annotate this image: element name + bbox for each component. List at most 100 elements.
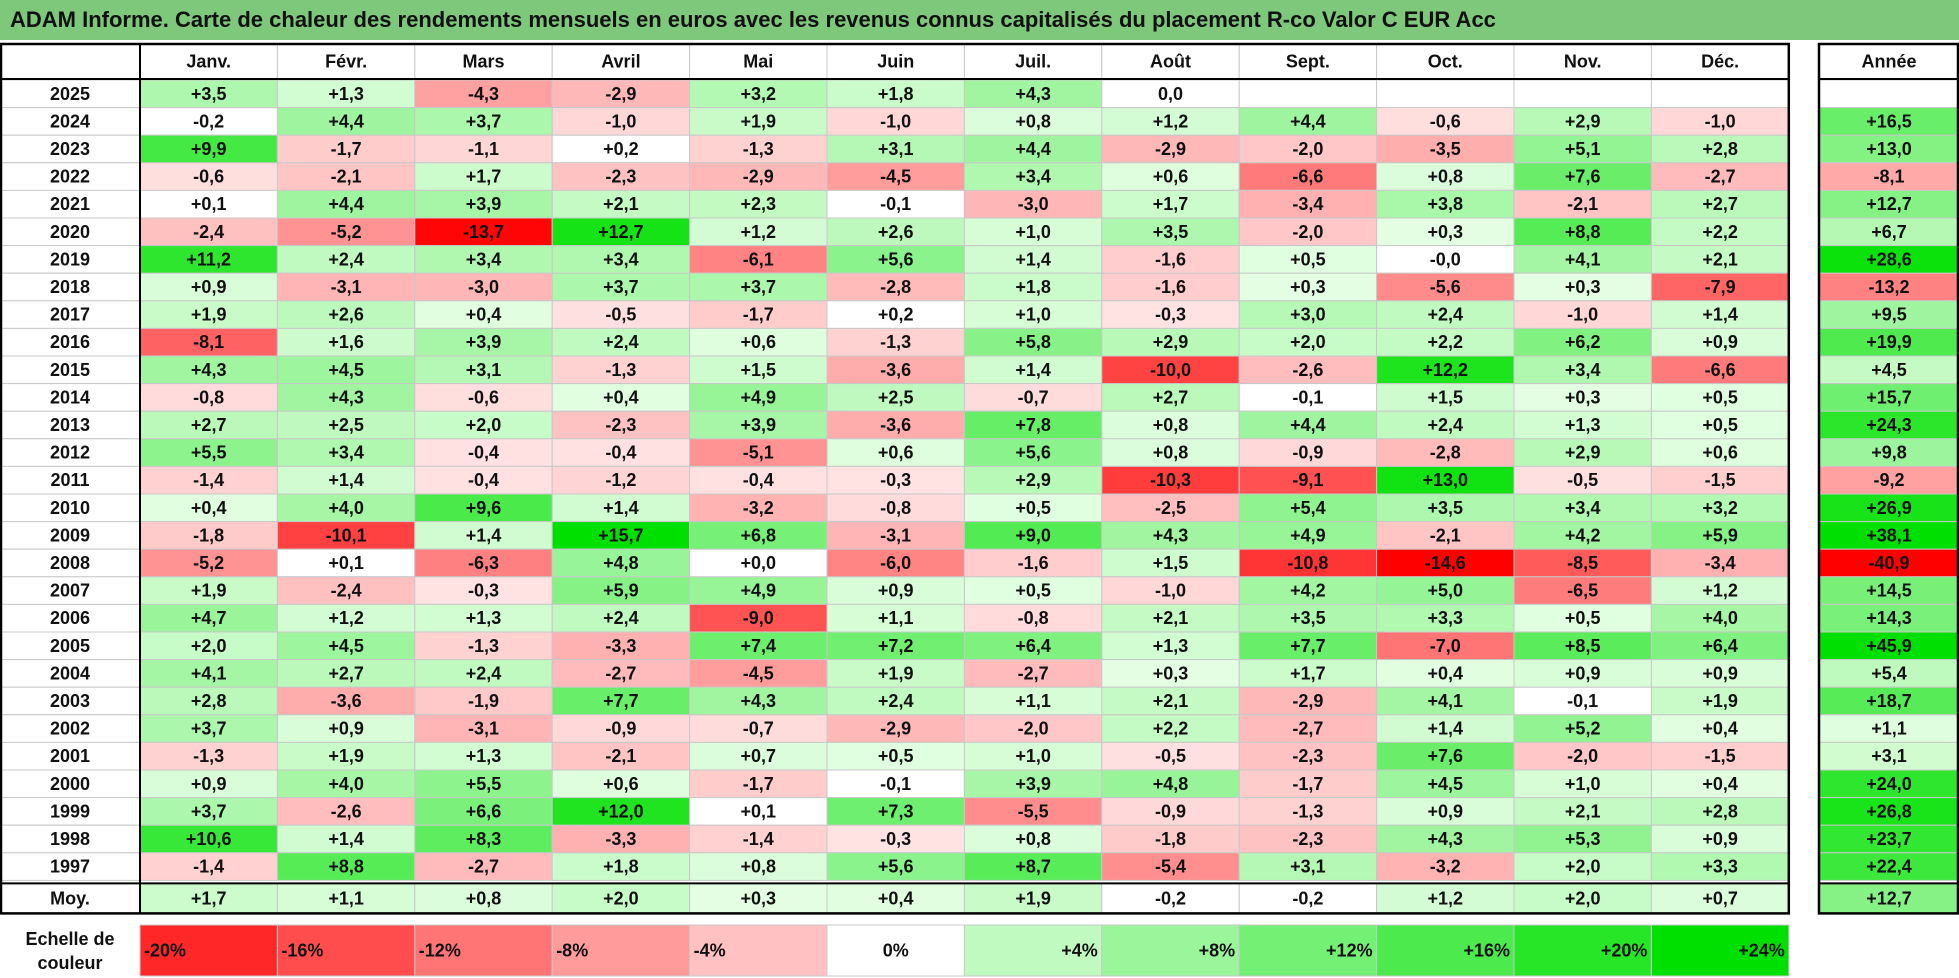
heatmap-cell-value: +3,3 <box>1702 857 1738 877</box>
year-label: 2022 <box>50 167 90 187</box>
heatmap-cell <box>414 521 553 550</box>
heatmap-cell-value: -1,6 <box>1018 553 1049 573</box>
heatmap-cell-value: +3,4 <box>603 249 639 269</box>
year-label: 2020 <box>50 222 90 242</box>
heatmap-cell-value: -5,1 <box>743 443 774 463</box>
heatmap-cell-value: -0,2 <box>193 111 224 131</box>
color-scale-step-label: +12% <box>1326 941 1373 961</box>
heatmap-cell <box>551 631 691 661</box>
heatmap-cell <box>276 769 416 799</box>
heatmap-cell-value: -1,3 <box>468 636 499 656</box>
heatmap-cell-value: +5,5 <box>191 443 227 463</box>
heatmap-cell-value: -6,3 <box>468 553 499 573</box>
heatmap-cell-value: +3,7 <box>466 111 502 131</box>
heatmap-cell-value: +3,9 <box>466 194 502 214</box>
heatmap-cell-value: +4,0 <box>328 498 364 518</box>
heatmap-cell-value: +0,8 <box>1153 415 1189 435</box>
heatmap-cell <box>1513 327 1652 357</box>
heatmap-cell <box>276 383 416 412</box>
heatmap-cell <box>826 548 965 578</box>
heatmap-cell-value: +0,9 <box>191 277 227 297</box>
heatmap-cell <box>1101 769 1240 799</box>
heatmap-cell <box>551 162 691 191</box>
annual-header-label: Année <box>1861 52 1916 72</box>
heatmap-cell-value: +12,7 <box>598 222 644 242</box>
heatmap-cell-value: +4,5 <box>1428 774 1464 794</box>
color-scale-step-label: +8% <box>1199 941 1236 961</box>
heatmap-cell <box>139 383 278 412</box>
heatmap-cell <box>826 410 965 440</box>
heatmap-cell <box>826 631 965 661</box>
heatmap-cell-value: +3,1 <box>1290 857 1326 877</box>
heatmap-cell <box>963 741 1103 771</box>
annual-cell-value: +24,0 <box>1866 774 1912 794</box>
year-label-cell <box>0 548 141 578</box>
color-scale-step-label: +24% <box>1738 941 1785 961</box>
heatmap-cell-value: +7,6 <box>1565 167 1601 187</box>
heatmap-cell-value: -2,3 <box>1292 829 1323 849</box>
heatmap-cell-value: +5,9 <box>1702 525 1738 545</box>
heatmap-cell-value: +3,1 <box>466 360 502 380</box>
heatmap-cell-value: 0,0 <box>1158 84 1183 104</box>
average-cell-value: -0,2 <box>1155 888 1186 908</box>
heatmap-cell <box>689 631 828 661</box>
heatmap-cell-value: +2,4 <box>603 332 639 352</box>
heatmap-cell <box>1376 245 1515 274</box>
year-label: 2007 <box>50 581 90 601</box>
heatmap-cell <box>276 272 416 302</box>
month-header-cell <box>1101 43 1240 80</box>
heatmap-cell-value: -0,3 <box>1155 305 1186 325</box>
color-scale-swatch <box>1101 924 1240 977</box>
heatmap-cell-value: +5,8 <box>1015 332 1051 352</box>
heatmap-cell <box>1101 327 1240 357</box>
heatmap-cell <box>1376 603 1515 633</box>
heatmap-cell-value: -2,1 <box>1430 525 1461 545</box>
heatmap-cell <box>1376 410 1515 440</box>
heatmap-cell-value: -2,0 <box>1292 222 1323 242</box>
heatmap-cell-value: -6,6 <box>1705 360 1736 380</box>
heatmap-cell <box>139 217 278 247</box>
year-label: 2012 <box>50 443 90 463</box>
heatmap-cell <box>1650 217 1790 247</box>
heatmap-cell-value: +2,7 <box>1153 387 1189 407</box>
year-label-cell <box>0 383 141 412</box>
year-label-cell <box>0 355 141 385</box>
annual-cell-value: +19,9 <box>1866 332 1912 352</box>
heatmap-cell-value: -10,3 <box>1150 470 1191 490</box>
heatmap-cell-value: -2,7 <box>605 663 636 683</box>
month-header-label: Déc. <box>1701 52 1739 72</box>
average-cell-value: +0,8 <box>466 888 502 908</box>
heatmap-cell-value: +1,7 <box>466 167 502 187</box>
heatmap-cell <box>963 272 1103 302</box>
heatmap-cell <box>963 576 1103 605</box>
heatmap-cell <box>1650 465 1790 495</box>
heatmap-cell-value: +0,5 <box>1015 498 1051 518</box>
heatmap-cell-value: -1,7 <box>1292 774 1323 794</box>
heatmap-cell <box>1513 521 1652 550</box>
average-cell-value: -0,2 <box>1292 888 1323 908</box>
heatmap-cell-value: +5,6 <box>1015 443 1051 463</box>
annual-cell-value: +6,7 <box>1871 222 1907 242</box>
heatmap-cell <box>826 327 965 357</box>
year-label-cell <box>0 189 141 219</box>
heatmap-cell <box>1376 217 1515 247</box>
heatmap-cell-value: +0,0 <box>741 553 777 573</box>
heatmap-cell-value: -0,8 <box>880 498 911 518</box>
heatmap-cell-value: +0,3 <box>1428 222 1464 242</box>
heatmap-cell-value: +0,8 <box>741 857 777 877</box>
heatmap-cell <box>1101 493 1240 523</box>
annual-cell <box>1818 272 1959 302</box>
heatmap-cell-value: +5,5 <box>466 774 502 794</box>
heatmap-cell-value: +3,5 <box>1290 608 1326 628</box>
heatmap-cell-value: -7,9 <box>1705 277 1736 297</box>
heatmap-cell <box>551 686 691 716</box>
month-header-cell <box>963 43 1103 80</box>
color-scale-swatch <box>963 924 1103 977</box>
heatmap-cell-value: -2,7 <box>468 857 499 877</box>
heatmap-cell-value: -2,8 <box>880 277 911 297</box>
heatmap-cell-value: +0,4 <box>1428 663 1464 683</box>
annual-cell <box>1818 438 1959 467</box>
average-label: Moy. <box>50 888 90 908</box>
month-header-label: Sept. <box>1286 52 1330 72</box>
